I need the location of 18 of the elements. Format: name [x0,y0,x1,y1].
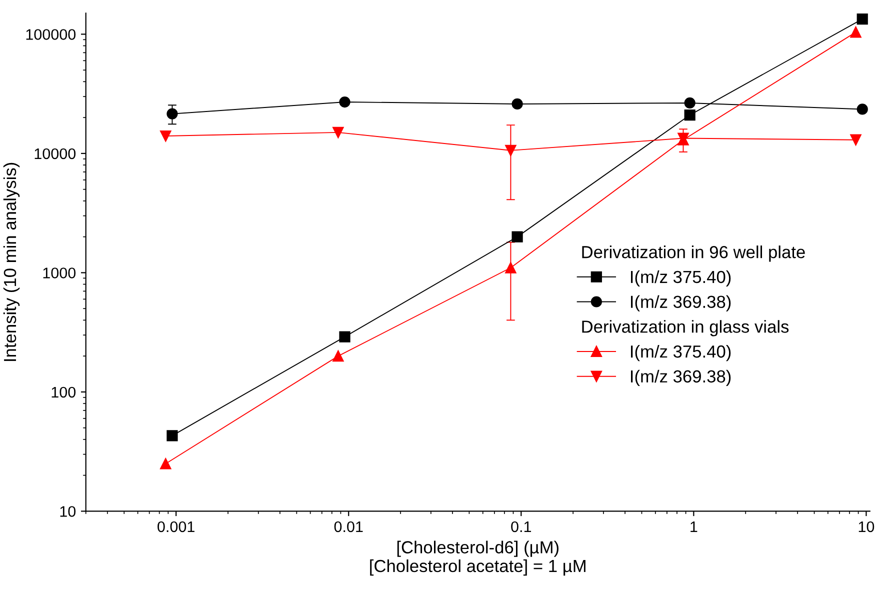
legend-label: I(m/z 369.38) [631,370,731,386]
y-tick-label: 100 [52,386,76,398]
x-tick-label: 1 [690,521,698,532]
legend-label: I(m/z 369.38) [631,295,731,312]
x-tick-label: 10 [858,521,874,532]
x-axis-title: [Cholesterol-d6] (µM) [Cholesterol acetate] = 1 µM [370,540,586,576]
x-tick-label: 0.01 [334,521,363,532]
y-tick-label: 10 [60,506,76,517]
annotation: Derivatization in 96 well plate [582,246,805,262]
x-tick-label: 0.1 [511,521,532,532]
x-tick-label: 0.001 [158,521,194,532]
annotation: Derivatization in glass vials [582,320,789,336]
legend-label: I(m/z 375.40) [631,344,731,362]
y-tick-label: 10000 [34,148,76,160]
y-axis-title: Intensity (10 min analysis) [3,162,20,361]
y-tick-label: 100000 [26,29,76,40]
y-tick-label: 1000 [43,268,76,278]
legend-label: I(m/z 375.40) [631,270,731,287]
